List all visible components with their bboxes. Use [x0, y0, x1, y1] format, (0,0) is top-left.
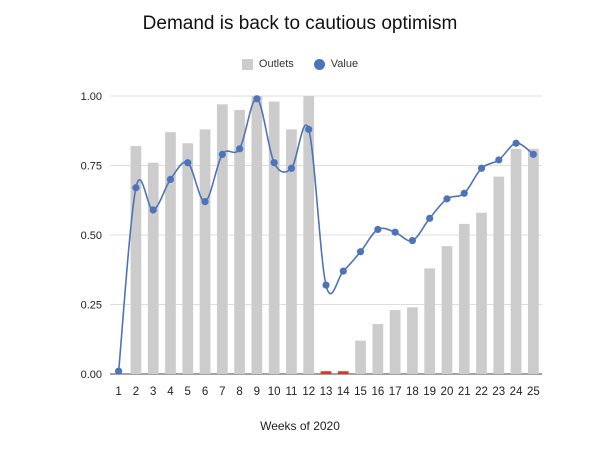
- x-tick-label: 18: [406, 386, 419, 398]
- point-value: [339, 267, 347, 275]
- legend-item-value: Value: [313, 58, 359, 70]
- bar: [268, 101, 280, 374]
- x-tick-label: 13: [320, 386, 333, 398]
- point-value: [115, 367, 123, 375]
- point-value: [253, 95, 261, 103]
- legend-label-value: Value: [330, 58, 359, 70]
- x-tick-label: 20: [441, 386, 454, 398]
- bar: [165, 132, 176, 374]
- x-tick-label: 6: [202, 386, 208, 398]
- x-tick-label: 24: [510, 386, 523, 398]
- point-value: [426, 214, 434, 222]
- x-tick-labels: 1 2 3 4 5 6 7 8 9 10 11 12 13 14 15 16 17 18 19 20 21 22 23 24 2…: [115, 386, 539, 398]
- bar: [251, 96, 263, 374]
- x-tick-label: 17: [389, 386, 402, 398]
- bar: [528, 148, 539, 374]
- point-value: [408, 236, 416, 245]
- x-tick-label: 19: [423, 386, 436, 398]
- legend: Outlets Value: [0, 58, 600, 70]
- x-tick-label: 10: [268, 386, 281, 398]
- bar: [424, 268, 436, 374]
- point-value: [374, 225, 382, 234]
- bar: [372, 323, 384, 374]
- point-value: [356, 248, 365, 256]
- x-tick-label: 5: [185, 386, 191, 398]
- x-tick-label: 14: [337, 386, 350, 398]
- x-tick-label: 7: [219, 386, 225, 398]
- legend-swatch-outlets: [241, 58, 253, 70]
- y-tick-label: 1.00: [81, 91, 102, 103]
- point-value: [132, 184, 140, 192]
- bar: [199, 129, 211, 374]
- point-value: [391, 228, 399, 236]
- bar: [216, 104, 228, 374]
- x-tick-label: 3: [150, 386, 156, 398]
- point-value: [495, 156, 503, 164]
- point-value: [166, 175, 175, 183]
- x-tick-label: 16: [371, 386, 384, 398]
- point-value: [218, 150, 226, 158]
- legend-item-outlets: Outlets: [241, 58, 294, 70]
- bar: [303, 96, 315, 374]
- bar: [130, 146, 142, 374]
- point-value: [460, 189, 468, 197]
- legend-swatch-value: [313, 58, 325, 70]
- x-tick-label: 25: [527, 386, 540, 398]
- points-value: [115, 95, 537, 375]
- point-value: [287, 164, 296, 172]
- x-tick-label: 4: [167, 386, 174, 398]
- point-value: [443, 195, 451, 203]
- bar: [441, 246, 453, 374]
- x-tick-label: 22: [475, 386, 488, 398]
- x-tick-label: 12: [302, 386, 315, 398]
- x-tick-label: 21: [458, 386, 471, 398]
- x-tick-label: 15: [354, 386, 367, 398]
- bar: [147, 162, 159, 374]
- point-value: [149, 206, 157, 214]
- bar: [458, 223, 470, 374]
- bar: [182, 143, 194, 374]
- bar: [286, 129, 297, 374]
- x-tick-label: 1: [115, 386, 121, 398]
- line-value: [117, 97, 534, 372]
- point-value: [201, 198, 209, 206]
- x-tick-label: 11: [285, 386, 297, 398]
- x-tick-label: 9: [254, 386, 260, 398]
- bar: [407, 307, 418, 374]
- chart-title: Demand is back to cautious optimism: [142, 13, 458, 34]
- point-value: [512, 139, 520, 147]
- bar: [389, 310, 401, 374]
- bar: [234, 109, 245, 375]
- bar: [476, 212, 487, 374]
- y-tick-label: 0.50: [81, 230, 102, 242]
- bar: [493, 176, 505, 374]
- point-value: [529, 150, 537, 158]
- x-tick-label: 2: [133, 386, 139, 398]
- y-tick-label: 0.75: [81, 161, 102, 173]
- y-tick-labels: 0.00 0.25 0.50 0.75 1.00: [81, 91, 102, 381]
- x-axis-title: Weeks of 2020: [260, 419, 340, 433]
- y-tick-label: 0.25: [81, 300, 102, 312]
- bar: [355, 340, 366, 374]
- y-tick-label: 0.00: [81, 369, 102, 381]
- point-value: [322, 281, 330, 289]
- bar-highlight: [337, 371, 349, 374]
- bars-outlets: [130, 96, 539, 375]
- legend-label-outlets: Outlets: [258, 58, 294, 70]
- bar: [510, 148, 522, 374]
- point-value: [270, 159, 278, 167]
- point-value: [477, 164, 486, 172]
- point-value: [305, 125, 313, 133]
- bar-highlight: [320, 371, 332, 374]
- x-tick-label: 8: [236, 386, 242, 398]
- x-tick-label: 23: [492, 386, 505, 398]
- point-value: [236, 145, 244, 153]
- point-value: [184, 159, 192, 167]
